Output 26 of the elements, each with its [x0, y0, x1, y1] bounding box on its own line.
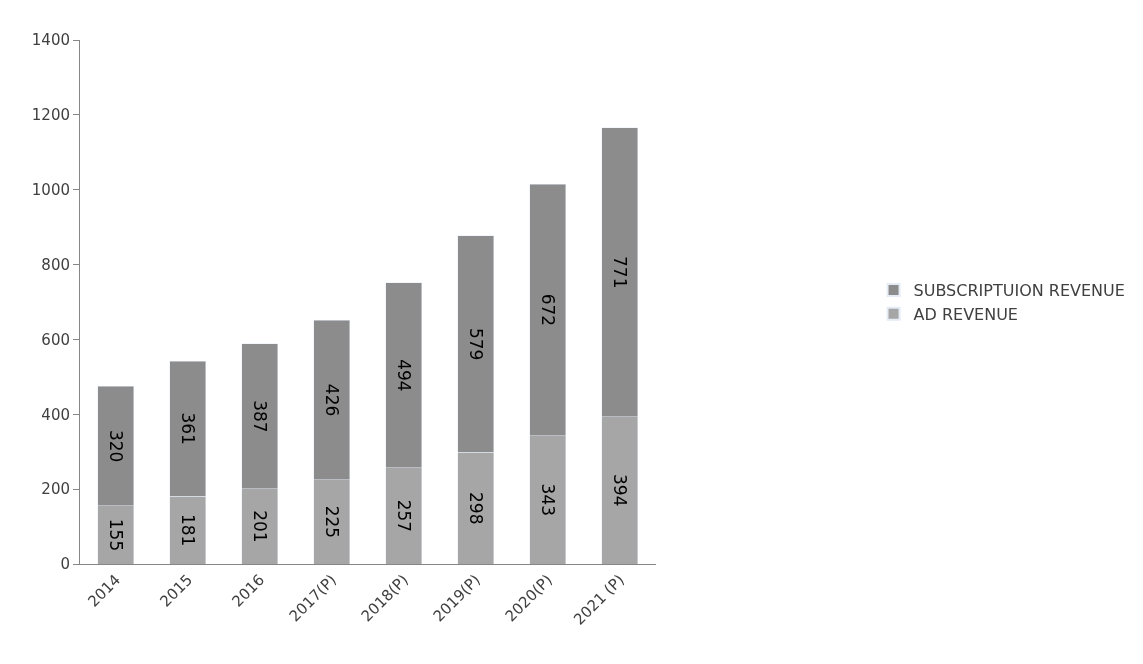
y-tick-label: 600 — [41, 330, 70, 349]
y-tick-label: 1400 — [31, 31, 70, 50]
data-label: 771 — [609, 256, 630, 289]
data-label: 181 — [177, 513, 198, 547]
data-label: 426 — [321, 383, 342, 417]
data-label: 387 — [249, 400, 270, 433]
data-label: 257 — [393, 499, 414, 533]
data-label: 394 — [609, 474, 630, 507]
data-label: 155 — [105, 518, 126, 552]
legend-label: AD REVENUE — [913, 304, 1018, 324]
legend-label: SUBSCRIPTUION REVENUE — [913, 281, 1125, 301]
data-label: 320 — [105, 429, 126, 463]
y-tick-label: 1000 — [31, 180, 70, 199]
data-label: 343 — [537, 483, 558, 517]
y-tick-label: 400 — [41, 405, 70, 424]
y-tick-label: 1200 — [31, 106, 70, 125]
data-label: 201 — [249, 510, 270, 543]
data-label: 579 — [465, 327, 486, 361]
data-label: 672 — [537, 293, 558, 327]
y-tick-label: 800 — [41, 255, 70, 274]
data-label: 494 — [393, 359, 414, 392]
data-label: 298 — [465, 492, 486, 525]
data-label: 225 — [321, 505, 342, 539]
data-label: 361 — [177, 412, 198, 445]
y-tick-label: 0 — [60, 555, 70, 574]
y-tick-label: 200 — [41, 480, 70, 499]
